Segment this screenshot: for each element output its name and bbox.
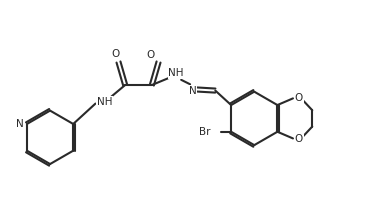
Text: O: O	[295, 134, 303, 144]
Text: O: O	[111, 49, 119, 59]
Text: O: O	[146, 49, 154, 60]
Text: NH: NH	[168, 68, 184, 78]
Text: O: O	[295, 93, 303, 103]
Text: N: N	[189, 86, 197, 96]
Text: N: N	[16, 119, 24, 129]
Text: Br: Br	[199, 127, 211, 137]
Text: NH: NH	[97, 97, 112, 107]
